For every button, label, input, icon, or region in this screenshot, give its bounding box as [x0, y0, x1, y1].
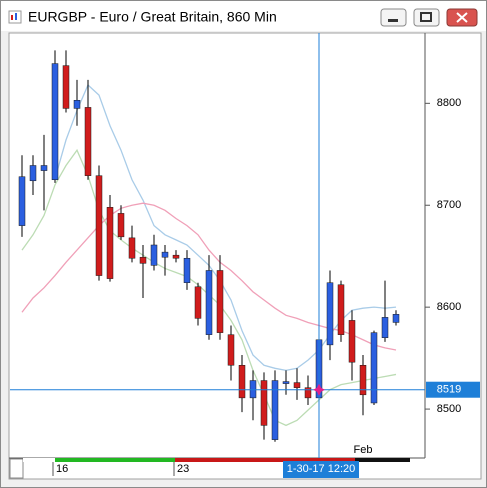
candle-body — [392, 314, 400, 323]
candle-body — [106, 207, 114, 279]
candle-body — [139, 256, 147, 264]
candle-body — [183, 257, 191, 283]
candle-body — [117, 213, 125, 238]
candle-body — [40, 165, 48, 171]
candle-body — [238, 365, 246, 399]
candle-body — [304, 387, 312, 399]
candle-body — [337, 284, 345, 335]
maximize-button[interactable] — [413, 8, 440, 27]
candle-body — [260, 380, 268, 426]
candle-body — [161, 251, 169, 258]
candle-body — [150, 244, 158, 266]
range-bar — [355, 458, 410, 462]
crosshair-x-label: 1-30-17 12:20 — [287, 463, 356, 475]
candle-body — [348, 320, 356, 363]
candle-body — [293, 382, 301, 388]
candle-body — [95, 175, 103, 276]
app-icon — [8, 10, 22, 24]
price-marker — [313, 383, 325, 396]
candle-body — [271, 380, 279, 440]
candle-body — [51, 63, 59, 181]
scroll-box[interactable] — [9, 458, 24, 479]
window-title: EURGBP - Euro / Great Britain, 860 Min — [28, 9, 277, 25]
candle-body — [227, 334, 235, 366]
candle-body — [62, 65, 70, 109]
candle-body — [359, 365, 367, 396]
candle-body — [29, 165, 37, 182]
x-tick-label: 16 — [56, 463, 68, 475]
crosshair-x-box — [283, 461, 359, 478]
crosshair-y-box — [426, 381, 480, 398]
candle-body — [216, 270, 224, 333]
minimize-button[interactable] — [380, 8, 407, 27]
y-tick-label: 8700 — [437, 199, 461, 211]
candle-body — [326, 282, 334, 346]
candle-body — [194, 286, 202, 319]
candle-body — [18, 176, 26, 226]
x-tick-label: Feb — [354, 444, 373, 456]
candle-body — [249, 380, 257, 399]
y-tick-label: 8500 — [437, 403, 461, 415]
candle-body — [172, 254, 180, 259]
y-tick-label: 8800 — [437, 97, 461, 109]
range-bar — [23, 458, 55, 462]
chart-panel — [8, 32, 482, 480]
moving-average-line — [21, 202, 397, 351]
candle-body — [381, 317, 389, 338]
range-bar — [175, 458, 355, 462]
candle-body — [84, 107, 92, 176]
candle-body — [282, 381, 290, 384]
x-tick-label: 23 — [177, 463, 189, 475]
crosshair-y-label: 8519 — [437, 384, 461, 396]
candle-body — [73, 100, 81, 109]
candle-body — [370, 332, 378, 404]
candle-body — [205, 270, 213, 335]
candle-body — [128, 237, 136, 259]
y-tick-label: 8600 — [437, 301, 461, 313]
range-bar — [55, 458, 175, 462]
close-button[interactable] — [446, 8, 478, 27]
